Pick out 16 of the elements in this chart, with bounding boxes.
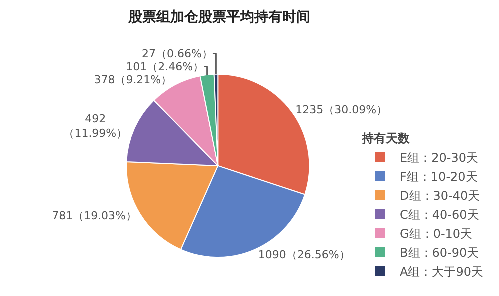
data-label: 781（19.03%）	[52, 210, 138, 223]
legend-label: B组：60-90天	[400, 246, 480, 260]
legend-label: E组：20-30天	[400, 150, 478, 165]
data-label: 492 （11.99%）	[64, 112, 128, 140]
data-label: 1090（26.56%）	[258, 248, 350, 262]
legend-label: A组：大于90天	[400, 264, 484, 279]
data-label: 27（0.66%）	[142, 47, 213, 60]
legend-label: F组：10-20天	[400, 170, 478, 184]
legend-title: 持有天数	[361, 132, 412, 146]
data-label: 1235（30.09%）	[296, 104, 388, 117]
chart-title: 股票组加仓股票平均持有时间	[128, 10, 311, 26]
legend-label: C组：40-60天	[400, 208, 480, 222]
data-label: 378（9.21%）	[94, 73, 172, 86]
legend-label: D组：30-40天	[400, 188, 480, 203]
legend-label: G组：0-10天	[400, 226, 473, 241]
data-label: 101（2.46%）	[126, 60, 204, 74]
